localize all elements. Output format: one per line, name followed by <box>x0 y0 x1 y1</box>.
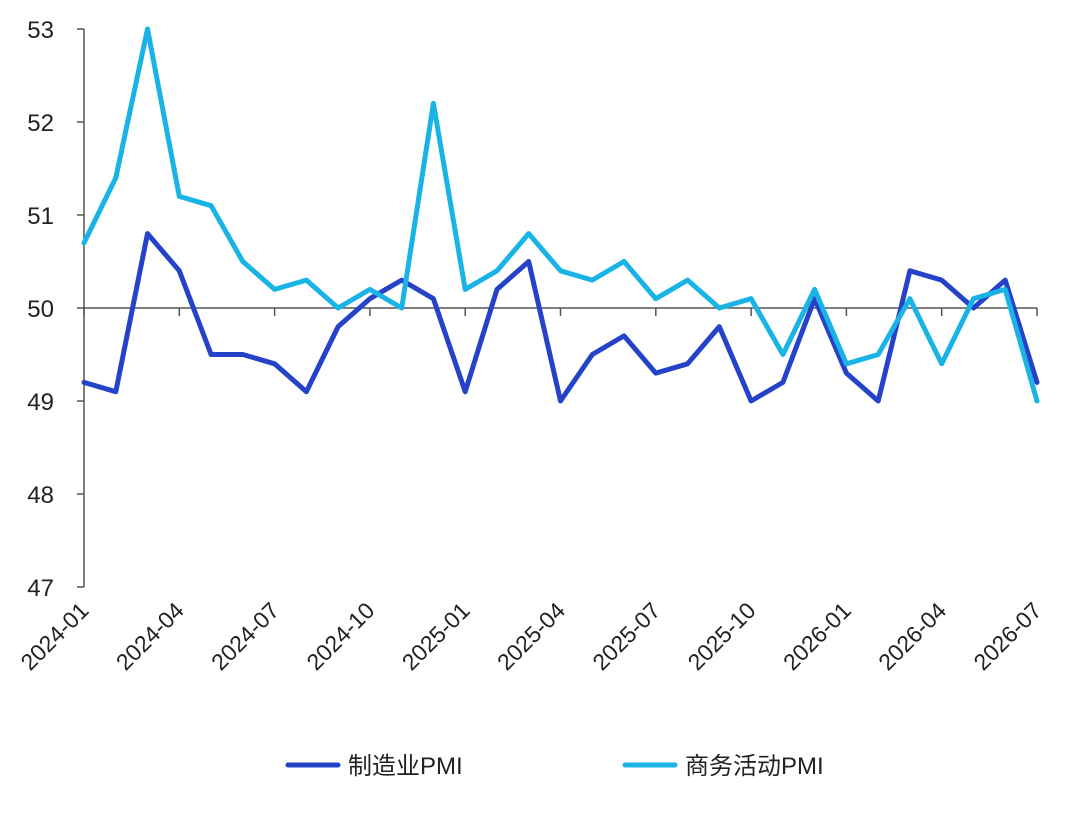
x-tick-label: 2024-01 <box>15 597 93 675</box>
x-tick-label: 2026-04 <box>873 597 951 675</box>
y-tick-label: 52 <box>27 110 54 137</box>
y-tick-label: 53 <box>27 17 54 44</box>
y-tick-label: 49 <box>27 389 54 416</box>
x-tick-label: 2026-07 <box>968 597 1046 675</box>
y-tick-label: 47 <box>27 575 54 602</box>
x-tick-label: 2024-07 <box>206 597 284 675</box>
y-tick-label: 48 <box>27 482 54 509</box>
series-lines <box>81 26 1040 404</box>
x-tick-label: 2025-01 <box>397 597 475 675</box>
x-tick-label: 2025-07 <box>587 597 665 675</box>
axes <box>77 28 1038 588</box>
legend-label-manufacturing: 制造业PMI <box>348 753 463 780</box>
x-tick-label: 2025-04 <box>492 597 570 675</box>
x-tick-label: 2026-01 <box>778 597 856 675</box>
x-tick-label: 2024-04 <box>111 597 189 675</box>
x-tick-label: 2025-10 <box>683 597 761 675</box>
series-line-manufacturing <box>81 231 1040 404</box>
x-tick-label: 2024-10 <box>301 597 379 675</box>
legend-label-services: 商务活动PMI <box>685 753 824 780</box>
y-tick-label: 51 <box>27 203 54 230</box>
y-tick-label: 50 <box>27 296 54 323</box>
legend: 制造业PMI 商务活动PMI <box>285 753 824 780</box>
